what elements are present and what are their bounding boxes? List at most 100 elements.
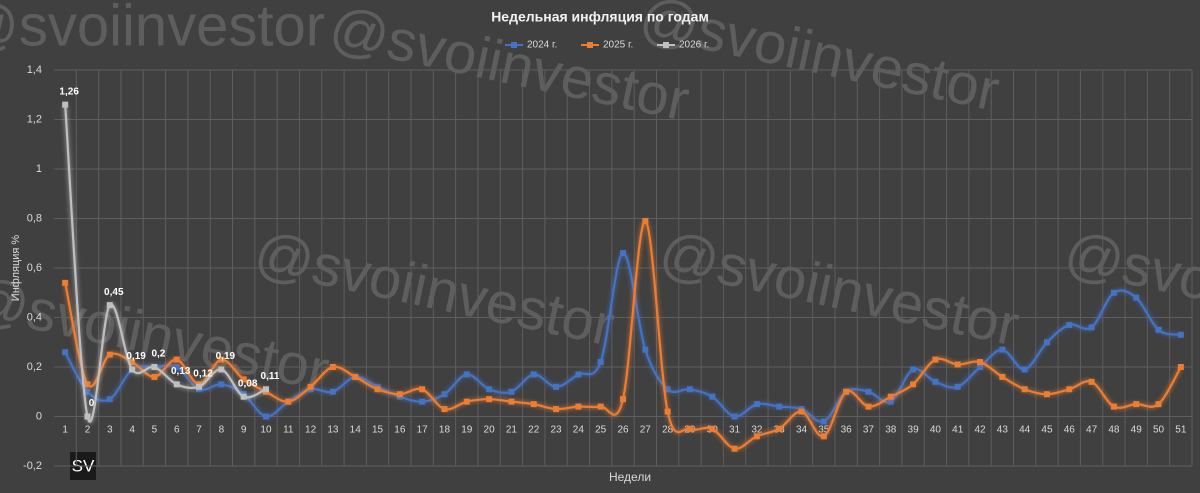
chart-title: Недельная инфляция по годам — [491, 9, 709, 25]
x-tick-label: 32 — [751, 425, 763, 436]
point-marker — [575, 403, 582, 410]
point-marker — [776, 403, 783, 410]
point-marker — [553, 383, 560, 390]
point-marker — [173, 364, 180, 370]
point-marker — [932, 378, 939, 385]
legend-label: 2026 г. — [679, 40, 709, 51]
point-marker — [1155, 401, 1162, 408]
point-marker — [620, 250, 626, 257]
x-tick-label: 27 — [640, 425, 652, 436]
point-marker — [887, 393, 894, 400]
x-tick-label: 45 — [1041, 425, 1053, 436]
x-tick-label: 10 — [260, 425, 272, 436]
legend-marker — [663, 42, 669, 48]
y-tick-label: 0,6 — [27, 262, 42, 274]
y-tick-label: -0,2 — [23, 460, 42, 472]
x-tick-label: 13 — [327, 425, 339, 436]
point-marker — [419, 386, 426, 393]
point-marker — [910, 381, 917, 388]
point-marker — [508, 388, 515, 395]
point-marker — [664, 386, 671, 393]
point-marker — [753, 401, 760, 408]
y-axis-label: Инфляция % — [10, 235, 22, 302]
point-marker — [530, 371, 537, 378]
x-tick-label: 3 — [107, 425, 113, 436]
point-marker — [686, 425, 693, 432]
point-marker — [1177, 331, 1184, 338]
point-marker — [84, 413, 91, 420]
x-tick-label: 48 — [1108, 425, 1120, 436]
x-tick-label: 38 — [885, 425, 897, 436]
point-marker — [1088, 378, 1095, 385]
point-marker — [820, 433, 827, 440]
point-marker — [620, 396, 626, 403]
x-tick-label: 11 — [283, 425, 294, 436]
point-marker — [1066, 386, 1073, 393]
point-marker — [106, 351, 113, 358]
point-marker — [1043, 339, 1050, 346]
point-marker — [419, 398, 426, 405]
x-tick-label: 44 — [1019, 425, 1031, 436]
point-marker — [954, 361, 961, 368]
x-tick-label: 49 — [1131, 425, 1143, 436]
point-marker — [84, 388, 91, 395]
point-marker — [173, 356, 180, 363]
x-tick-label: 22 — [528, 425, 540, 436]
point-marker — [977, 359, 984, 366]
point-marker — [1043, 391, 1050, 398]
x-tick-label: 1 — [62, 425, 68, 436]
x-tick-label: 19 — [461, 425, 473, 436]
point-marker — [307, 383, 314, 390]
x-tick-label: 40 — [930, 425, 942, 436]
point-marker — [196, 383, 203, 390]
data-label: 0,19 — [216, 351, 236, 362]
x-tick-label: 23 — [550, 425, 562, 436]
y-tick-label: 0 — [36, 410, 42, 422]
point-marker — [731, 445, 738, 452]
legend-label: 2025 г. — [603, 40, 633, 51]
point-marker — [240, 376, 247, 383]
point-marker — [374, 386, 381, 393]
data-label: 0,2 — [151, 349, 165, 360]
data-label: 0,12 — [193, 368, 213, 379]
point-marker — [106, 302, 113, 309]
point-marker — [1155, 326, 1162, 333]
x-tick-label: 9 — [241, 425, 247, 436]
point-marker — [709, 393, 716, 400]
point-marker — [396, 391, 403, 398]
x-tick-label: 43 — [997, 425, 1009, 436]
point-marker — [463, 398, 470, 405]
x-tick-label: 16 — [394, 425, 406, 436]
x-tick-label: 47 — [1086, 425, 1098, 436]
point-marker — [1110, 289, 1117, 296]
x-tick-label: 18 — [439, 425, 451, 436]
point-marker — [285, 398, 292, 405]
point-marker — [642, 346, 649, 353]
point-marker — [129, 359, 136, 366]
legend-marker — [511, 42, 517, 48]
point-marker — [843, 388, 850, 395]
x-tick-label: 20 — [484, 425, 496, 436]
point-marker — [642, 217, 649, 224]
x-tick-label: 37 — [863, 425, 875, 436]
data-label: 1,26 — [59, 86, 79, 97]
x-tick-label: 4 — [129, 425, 135, 436]
watermark: @svoiinvestor — [0, 0, 325, 58]
point-marker — [240, 393, 247, 400]
point-marker — [753, 433, 760, 440]
point-marker — [218, 356, 225, 363]
x-tick-label: 39 — [908, 425, 920, 436]
data-label: 0,08 — [238, 378, 258, 389]
x-axis-label: Недели — [609, 470, 651, 484]
point-marker — [1021, 366, 1028, 373]
point-marker — [486, 386, 493, 393]
point-marker — [62, 101, 69, 108]
legend-marker — [587, 42, 593, 48]
y-tick-label: 1 — [36, 163, 42, 175]
point-marker — [262, 386, 269, 393]
x-tick-label: 17 — [417, 425, 429, 436]
point-marker — [865, 388, 872, 395]
point-marker — [887, 398, 894, 405]
point-marker — [1177, 364, 1184, 370]
point-marker — [329, 364, 336, 370]
